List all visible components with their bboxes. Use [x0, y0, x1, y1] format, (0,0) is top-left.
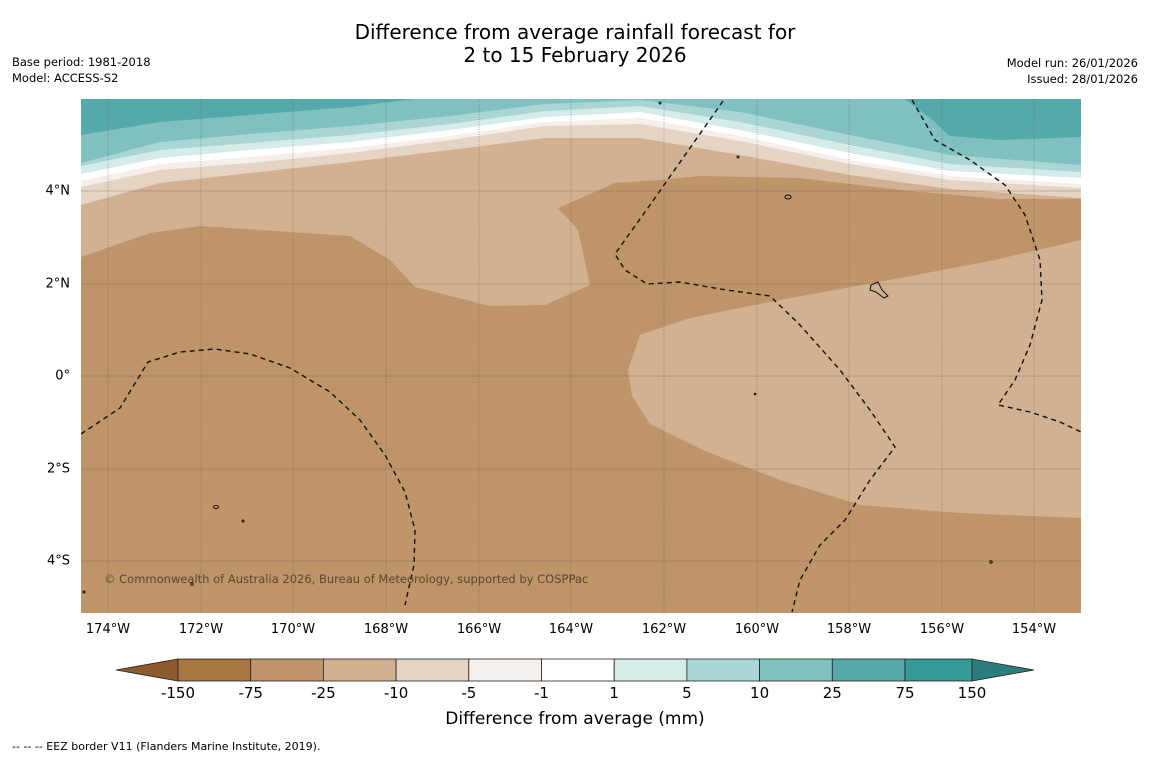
graticule	[107, 99, 1035, 613]
lon-label: 162°W	[641, 622, 687, 637]
eez-footnote: -- -- -- EEZ border V11 (Flanders Marine…	[12, 740, 321, 753]
lon-label: 168°W	[363, 622, 409, 637]
island-4	[241, 519, 245, 523]
island-1	[784, 194, 792, 200]
colorbar-tick: -5	[461, 684, 477, 702]
colorbar-tick: 25	[822, 684, 842, 702]
lon-label: 172°W	[178, 622, 224, 637]
copyright-notice: © Commonwealth of Australia 2026, Bureau…	[104, 572, 589, 586]
map-area	[81, 99, 1081, 613]
lat-label: 4°S	[46, 553, 70, 569]
colorbar-extend-under	[115, 658, 179, 682]
lon-label: 166°W	[456, 622, 502, 637]
anomaly-region-wet-strong-west	[81, 99, 415, 135]
island-7	[753, 392, 757, 396]
colorbar-tick: -25	[311, 684, 336, 702]
island-6	[658, 101, 662, 105]
eez-border-east	[911, 99, 1081, 433]
colorbar-tick: 75	[895, 684, 915, 702]
anomaly-region-moderate-dry-central	[628, 240, 1081, 518]
colorbar-tick: -10	[383, 684, 409, 702]
island-10	[82, 590, 86, 594]
lat-label: 4°N	[45, 183, 71, 199]
map-title-line1: Difference from average rainfall forecas…	[354, 20, 796, 44]
model-run: Model run: 26/01/2026	[1006, 56, 1138, 70]
colorbar-tick: -75	[238, 684, 263, 702]
lon-label: 174°W	[85, 622, 131, 637]
lon-label: 160°W	[734, 622, 780, 637]
graticule-lat	[81, 190, 1081, 562]
colorbar-tick: 5	[682, 684, 692, 702]
colorbar-tick: 1	[609, 684, 619, 702]
base-period: Base period: 1981-2018	[12, 55, 151, 69]
island-3	[213, 505, 219, 509]
lat-label: 2°S	[46, 461, 70, 477]
eez-border-west	[81, 348, 416, 606]
island-9	[989, 560, 993, 564]
colorbar-tick: 150	[957, 684, 987, 702]
meta-left: Base period: 1981-2018 Model: ACCESS-S2	[12, 54, 151, 86]
colorbar	[115, 658, 1035, 682]
anomaly-region-wet	[81, 99, 1081, 165]
meta-right: Model run: 26/01/2026 Issued: 28/01/2026	[1007, 55, 1138, 87]
lon-label: 164°W	[548, 622, 594, 637]
lat-label: 2°N	[45, 276, 71, 292]
eez-borders	[81, 99, 1081, 613]
map-title-line2: 2 to 15 February 2026	[463, 43, 687, 67]
lon-label: 158°W	[826, 622, 872, 637]
lon-label: 154°W	[1011, 622, 1057, 637]
issued-date: Issued: 28/01/2026	[1027, 72, 1138, 86]
colorbar-extend-over	[971, 658, 1035, 682]
island-8	[190, 582, 194, 586]
lon-label: 170°W	[270, 622, 316, 637]
colorbar-tick: 10	[750, 684, 770, 702]
lat-label: 0°	[55, 368, 70, 384]
island-5	[736, 155, 740, 159]
colorbar-label: Difference from average (mm)	[445, 709, 705, 729]
anomaly-region-wet-strong-east	[905, 99, 1081, 140]
colorbar-tick: -1	[534, 684, 549, 702]
islands	[82, 101, 993, 594]
colorbar-tick: -150	[160, 684, 196, 702]
island-2	[869, 281, 889, 299]
model-name: Model: ACCESS-S2	[12, 71, 119, 85]
lon-label: 156°W	[919, 622, 965, 637]
